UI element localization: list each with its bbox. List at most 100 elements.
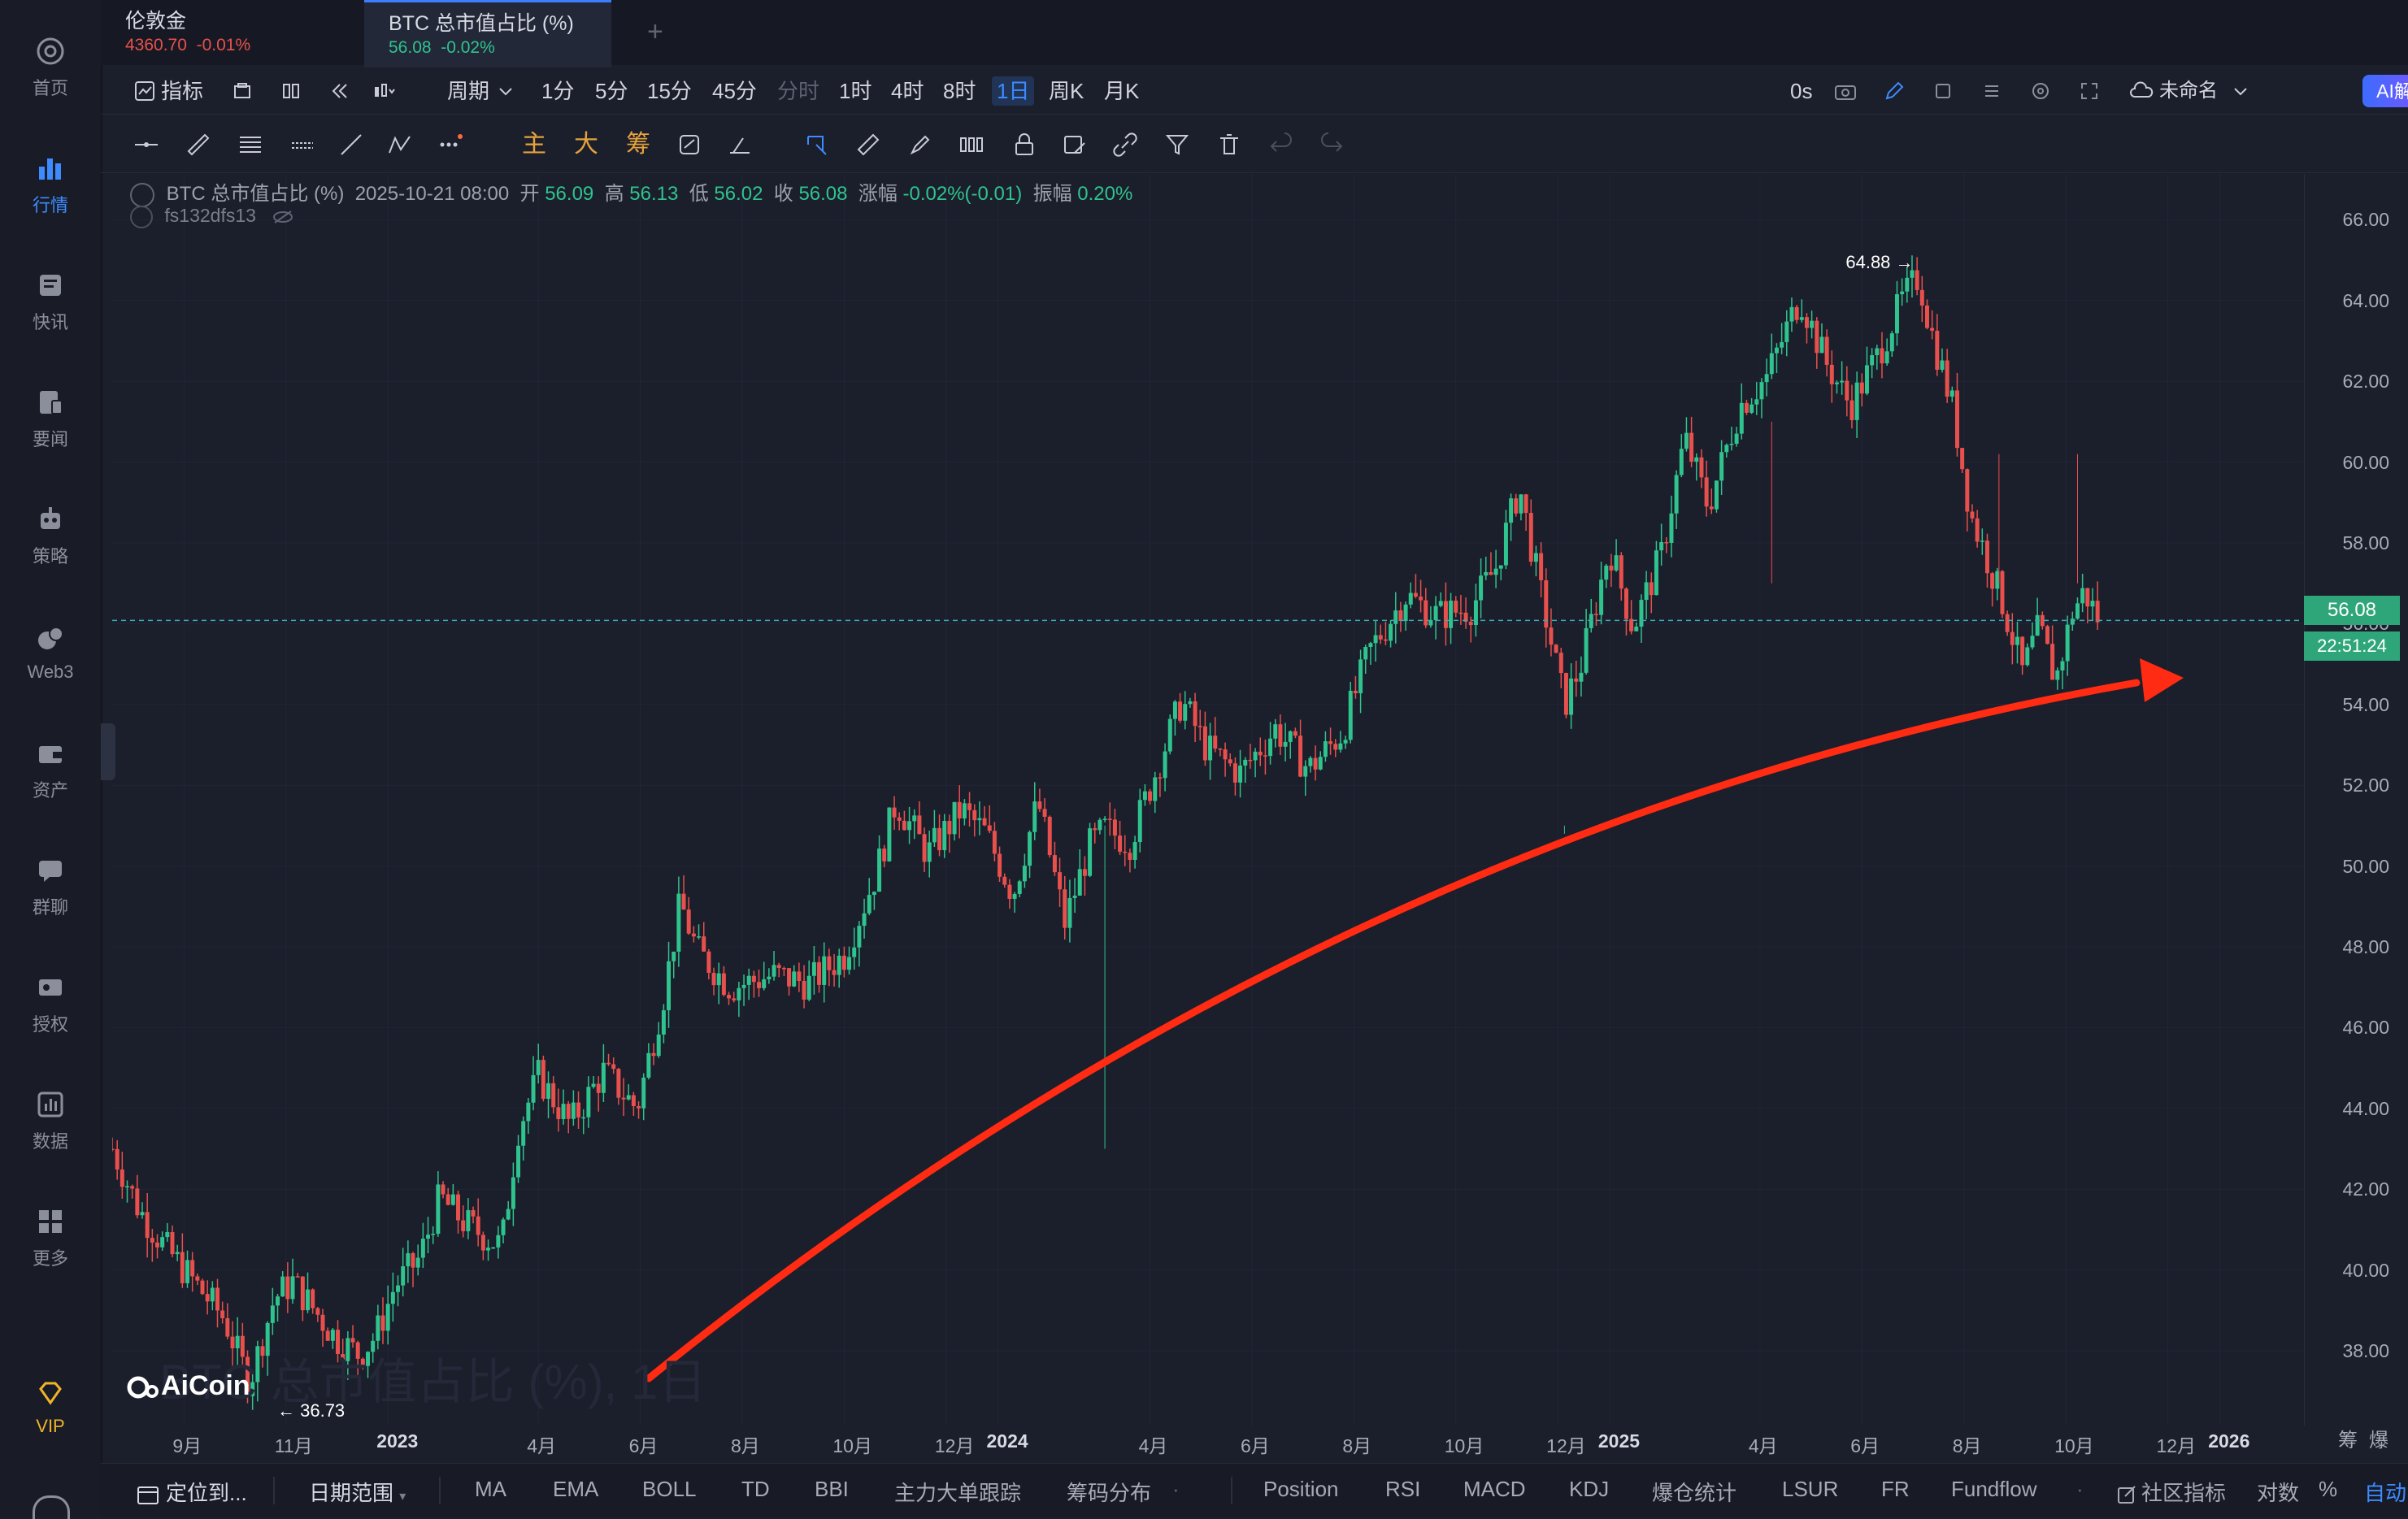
interval-45m[interactable]: 45分	[712, 79, 757, 103]
replay-icon[interactable]	[327, 78, 353, 104]
ruler-icon[interactable]	[182, 128, 215, 161]
camera-icon[interactable]	[1832, 78, 1858, 104]
template-icon[interactable]	[229, 78, 255, 104]
sidebar-item-chat[interactable]: 群聊	[0, 842, 101, 931]
eye-hidden-icon[interactable]	[272, 205, 293, 226]
sidebar-item-vip[interactable]: VIP	[0, 1362, 101, 1452]
undo-icon[interactable]	[1265, 128, 1297, 161]
period-button[interactable]: 周期	[447, 79, 490, 103]
interval-1h[interactable]: 1时	[839, 79, 872, 103]
magnet-icon[interactable]	[673, 128, 706, 161]
link-icon[interactable]	[1109, 128, 1141, 161]
sidebar-item-assets[interactable]: 资产	[0, 725, 101, 814]
sidebar-bottom-icon[interactable]	[33, 1495, 70, 1519]
log-scale-toggle[interactable]: 对数	[2257, 1481, 2300, 1505]
indicator-position[interactable]: Position	[1263, 1477, 1339, 1501]
chip-tool[interactable]: 筹	[626, 131, 650, 158]
sidebar-item-web3[interactable]: Web3	[0, 608, 101, 697]
more-dots[interactable]: ·	[2076, 1477, 2084, 1501]
more-tools-icon[interactable]	[434, 128, 467, 161]
sidebar-item-strategy[interactable]: 策略	[0, 491, 101, 580]
sidebar-item-data[interactable]: 数据	[0, 1076, 101, 1165]
redo-icon[interactable]	[1315, 128, 1348, 161]
interval-1d[interactable]: 1日	[992, 76, 1035, 106]
select-icon[interactable]	[800, 128, 832, 161]
add-tab-button[interactable]: +	[647, 16, 663, 47]
big-order-tool[interactable]: 大	[574, 131, 598, 158]
more-dots[interactable]: ·	[1172, 1477, 1180, 1501]
lock-icon[interactable]	[1008, 128, 1041, 161]
indicator-ema[interactable]: EMA	[553, 1477, 599, 1501]
interval-week[interactable]: 周K	[1049, 79, 1084, 103]
alert-icon[interactable]	[1930, 78, 1956, 104]
interval-4h[interactable]: 4时	[891, 79, 924, 103]
tab-london-gold[interactable]: 伦敦金 4360.70 -0.01%	[101, 0, 364, 65]
settings-icon[interactable]	[2028, 78, 2054, 104]
sidebar-item-news[interactable]: 要闻	[0, 374, 101, 463]
cloud-icon[interactable]	[2128, 78, 2154, 104]
indicator-bbi[interactable]: BBI	[815, 1477, 849, 1501]
countdown-toggle[interactable]: 0s	[1790, 79, 1813, 103]
price-axis[interactable]: 38.00 40.00 42.00 44.00 46.00 48.00 50.00 52.00…	[2304, 174, 2408, 1426]
date-range-dropdown[interactable]: 日期范围 ▾	[309, 1481, 406, 1505]
indicator-chip-distribution[interactable]: 筹码分布	[1067, 1481, 1152, 1505]
indicator-boll[interactable]: BOLL	[642, 1477, 697, 1501]
fullscreen-icon[interactable]	[2076, 78, 2102, 104]
percent-scale-toggle[interactable]: %	[2319, 1477, 2338, 1501]
ruler-2-icon[interactable]	[852, 128, 885, 161]
indicator-main-force[interactable]: 主力大单跟踪	[894, 1481, 1022, 1505]
candle-type-icon[interactable]	[371, 78, 397, 104]
auto-scale-toggle[interactable]: 自动	[2364, 1481, 2407, 1505]
open-label: 开	[519, 183, 540, 205]
pen-icon[interactable]	[1881, 78, 1907, 104]
layout-icon[interactable]	[278, 78, 304, 104]
edit-note-icon[interactable]	[1058, 128, 1091, 161]
time-axis[interactable]: 9月 11月 2023 4月 6月 8月 10月 12月 2024 4月 6月 8月 10月 12月 202…	[112, 1424, 2304, 1460]
sidebar-item-market[interactable]: 行情	[0, 140, 101, 229]
horizontal-line-icon[interactable]	[130, 128, 163, 161]
interval-timeshare[interactable]: 分时	[777, 79, 820, 103]
sidebar-collapse-handle[interactable]	[101, 723, 115, 780]
parallel-lines-icon[interactable]	[234, 128, 267, 161]
goto-date-button[interactable]: 定位到...	[137, 1477, 247, 1507]
community-indicators-button[interactable]: 社区指标	[2117, 1477, 2226, 1507]
sidebar-item-home[interactable]: 首页	[0, 23, 101, 112]
interval-8h[interactable]: 8时	[943, 79, 976, 103]
indicator-button[interactable]: 指标	[161, 79, 204, 103]
axis-corner-chip-label[interactable]: 筹	[2338, 1430, 2358, 1452]
axis-corner-liquidation-label[interactable]: 爆	[2369, 1430, 2388, 1452]
sidebar-item-auth[interactable]: 授权	[0, 959, 101, 1048]
layout-name-dropdown[interactable]: 未命名	[2159, 80, 2218, 102]
fib-icon[interactable]	[286, 128, 319, 161]
indicator-rsi[interactable]: RSI	[1385, 1477, 1421, 1501]
candle-body	[1965, 469, 1970, 512]
indicator-lsur[interactable]: LSUR	[1782, 1477, 1839, 1501]
indicator-macd[interactable]: MACD	[1463, 1477, 1526, 1501]
main-force-tool[interactable]: 主	[522, 131, 546, 158]
indicator-td[interactable]: TD	[741, 1477, 770, 1501]
indicator-kdj[interactable]: KDJ	[1569, 1477, 1610, 1501]
interval-5m[interactable]: 5分	[595, 79, 628, 103]
list-icon[interactable]	[1979, 78, 2005, 104]
filter-icon[interactable]	[1161, 128, 1193, 161]
indicator-fundflow[interactable]: Fundflow	[1951, 1477, 2037, 1501]
visibility-icon[interactable]	[956, 128, 989, 161]
price-chart[interactable]: 64.88 → ← 36.73	[112, 174, 2303, 1426]
sidebar-item-flash[interactable]: 快讯	[0, 257, 101, 346]
wave-icon[interactable]	[384, 128, 416, 161]
sidebar-item-more[interactable]: 更多	[0, 1193, 101, 1282]
measure-icon[interactable]	[724, 128, 756, 161]
trendline-icon[interactable]	[335, 128, 367, 161]
indicator-ma[interactable]: MA	[475, 1477, 506, 1501]
indicator-liquidation-stats[interactable]: 爆仓统计	[1652, 1481, 1737, 1505]
circle-chevron-icon[interactable]	[130, 182, 154, 207]
brush-icon[interactable]	[904, 128, 937, 161]
tab-btc-dominance[interactable]: BTC 总市值占比 (%) 56.08 -0.02%	[364, 0, 611, 67]
indicator-fr[interactable]: FR	[1881, 1477, 1910, 1501]
ai-interpret-button[interactable]: AI解读	[2362, 75, 2408, 107]
trash-icon[interactable]	[1213, 128, 1245, 161]
interval-15m[interactable]: 15分	[647, 79, 692, 103]
interval-1m[interactable]: 1分	[541, 79, 575, 103]
circle-chevron-icon[interactable]	[130, 205, 153, 228]
interval-month[interactable]: 月K	[1104, 79, 1140, 103]
